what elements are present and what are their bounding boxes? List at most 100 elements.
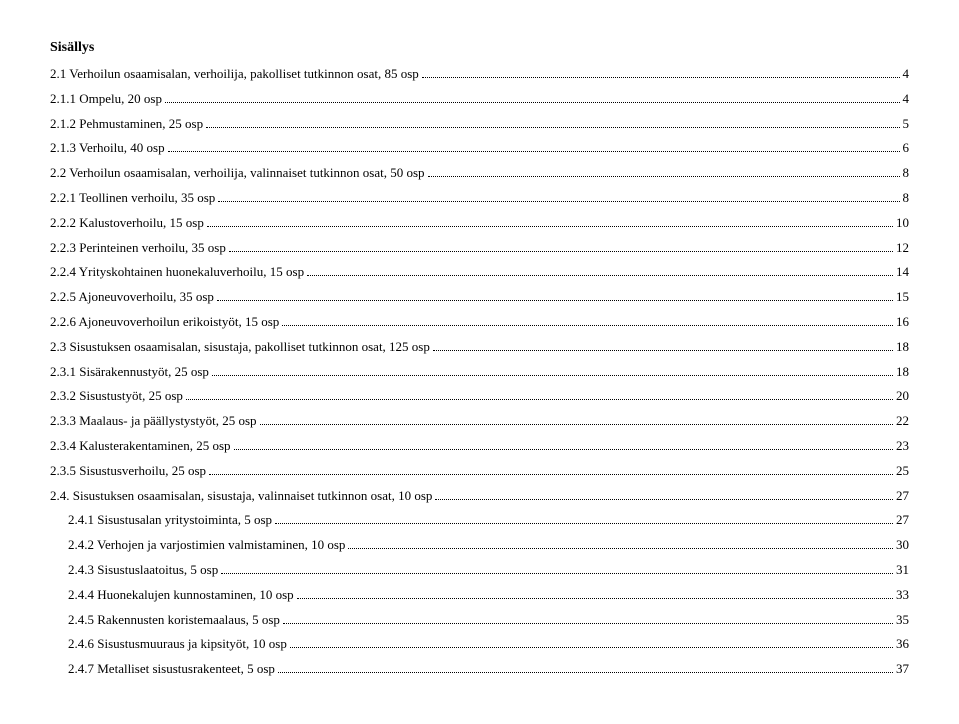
toc-row: 2.2.4 Yrityskohtainen huonekaluverhoilu,… <box>50 262 909 283</box>
toc-label: 2.1.1 Ompelu, 20 osp <box>50 89 162 110</box>
toc-heading: Sisällys <box>50 40 909 56</box>
toc-leader <box>217 290 893 301</box>
toc-row: 2.4.4 Huonekalujen kunnostaminen, 10 osp… <box>50 585 909 606</box>
toc-row: 2.1.1 Ompelu, 20 osp 4 <box>50 89 909 110</box>
toc-leader <box>221 563 893 574</box>
toc-row: 2.4.3 Sisustuslaatoitus, 5 osp 31 <box>50 560 909 581</box>
toc-leader <box>283 612 893 623</box>
toc-label: 2.2 Verhoilun osaamisalan, verhoilija, v… <box>50 163 425 184</box>
toc-page: 27 <box>896 486 909 507</box>
toc-label: 2.2.2 Kalustoverhoilu, 15 osp <box>50 213 204 234</box>
toc-row: 2.2.5 Ajoneuvoverhoilu, 35 osp 15 <box>50 287 909 308</box>
toc-label: 2.2.3 Perinteinen verhoilu, 35 osp <box>50 238 226 259</box>
toc-label: 2.1 Verhoilun osaamisalan, verhoilija, p… <box>50 64 419 85</box>
toc-leader <box>297 587 893 598</box>
toc-label: 2.2.4 Yrityskohtainen huonekaluverhoilu,… <box>50 262 304 283</box>
toc-leader <box>206 116 899 127</box>
toc-leader <box>229 240 893 251</box>
toc-label: 2.3.1 Sisärakennustyöt, 25 osp <box>50 362 209 383</box>
toc-page: 31 <box>896 560 909 581</box>
toc-page: 8 <box>903 188 910 209</box>
toc-row: 2.1.3 Verhoilu, 40 osp 6 <box>50 138 909 159</box>
toc-leader <box>307 265 893 276</box>
toc-row: 2.3 Sisustuksen osaamisalan, sisustaja, … <box>50 337 909 358</box>
toc-list: 2.1 Verhoilun osaamisalan, verhoilija, p… <box>50 64 909 680</box>
toc-page: 4 <box>903 64 910 85</box>
toc-leader <box>209 463 893 474</box>
toc-label: 2.4.2 Verhojen ja varjostimien valmistam… <box>68 535 345 556</box>
toc-page: 18 <box>896 362 909 383</box>
toc-page: 27 <box>896 510 909 531</box>
toc-row: 2.2.3 Perinteinen verhoilu, 35 osp 12 <box>50 238 909 259</box>
toc-label: 2.3.4 Kalusterakentaminen, 25 osp <box>50 436 231 457</box>
toc-label: 2.2.6 Ajoneuvoverhoilun erikoistyöt, 15 … <box>50 312 279 333</box>
toc-label: 2.4.5 Rakennusten koristemaalaus, 5 osp <box>68 610 280 631</box>
toc-leader <box>168 141 900 152</box>
toc-row: 2.4. Sisustuksen osaamisalan, sisustaja,… <box>50 486 909 507</box>
toc-label: 2.2.1 Teollinen verhoilu, 35 osp <box>50 188 215 209</box>
toc-row: 2.2.1 Teollinen verhoilu, 35 osp 8 <box>50 188 909 209</box>
toc-page: 4 <box>903 89 910 110</box>
toc-row: 2.2.2 Kalustoverhoilu, 15 osp 10 <box>50 213 909 234</box>
toc-page: 37 <box>896 659 909 680</box>
toc-label: 2.4.4 Huonekalujen kunnostaminen, 10 osp <box>68 585 294 606</box>
toc-row: 2.4.1 Sisustusalan yritystoiminta, 5 osp… <box>50 510 909 531</box>
toc-page: 20 <box>896 386 909 407</box>
toc-leader <box>433 339 893 350</box>
toc-row: 2.3.3 Maalaus- ja päällystystyöt, 25 osp… <box>50 411 909 432</box>
toc-label: 2.1.3 Verhoilu, 40 osp <box>50 138 165 159</box>
toc-page: 36 <box>896 634 909 655</box>
toc-row: 2.2.6 Ajoneuvoverhoilun erikoistyöt, 15 … <box>50 312 909 333</box>
toc-label: 2.3.3 Maalaus- ja päällystystyöt, 25 osp <box>50 411 257 432</box>
toc-leader <box>275 513 893 524</box>
toc-page: 18 <box>896 337 909 358</box>
toc-page: 33 <box>896 585 909 606</box>
toc-label: 2.4.3 Sisustuslaatoitus, 5 osp <box>68 560 218 581</box>
toc-label: 2.1.2 Pehmustaminen, 25 osp <box>50 114 203 135</box>
toc-leader <box>212 364 893 375</box>
toc-leader <box>218 191 899 202</box>
toc-leader <box>186 389 893 400</box>
toc-leader <box>422 67 900 78</box>
toc-leader <box>435 488 893 499</box>
toc-leader <box>207 215 893 226</box>
toc-row: 2.1 Verhoilun osaamisalan, verhoilija, p… <box>50 64 909 85</box>
toc-leader <box>278 662 893 673</box>
toc-page: 6 <box>903 138 910 159</box>
toc-page: 14 <box>896 262 909 283</box>
toc-page: 30 <box>896 535 909 556</box>
toc-leader <box>282 315 893 326</box>
toc-row: 2.3.5 Sisustusverhoilu, 25 osp25 <box>50 461 909 482</box>
toc-leader <box>165 91 900 102</box>
toc-page: 35 <box>896 610 909 631</box>
toc-label: 2.3.5 Sisustusverhoilu, 25 osp <box>50 461 206 482</box>
toc-label: 2.4.7 Metalliset sisustusrakenteet, 5 os… <box>68 659 275 680</box>
toc-leader <box>428 166 900 177</box>
toc-row: 2.4.6 Sisustusmuuraus ja kipsityöt, 10 o… <box>50 634 909 655</box>
toc-leader <box>234 439 893 450</box>
toc-page: 23 <box>896 436 909 457</box>
toc-row: 2.2 Verhoilun osaamisalan, verhoilija, v… <box>50 163 909 184</box>
toc-page: 8 <box>903 163 910 184</box>
toc-leader <box>260 414 893 425</box>
toc-label: 2.3 Sisustuksen osaamisalan, sisustaja, … <box>50 337 430 358</box>
toc-label: 2.4.1 Sisustusalan yritystoiminta, 5 osp <box>68 510 272 531</box>
toc-label: 2.4.6 Sisustusmuuraus ja kipsityöt, 10 o… <box>68 634 287 655</box>
toc-row: 2.4.2 Verhojen ja varjostimien valmistam… <box>50 535 909 556</box>
toc-row: 2.3.2 Sisustustyöt, 25 osp 20 <box>50 386 909 407</box>
toc-page: 22 <box>896 411 909 432</box>
toc-row: 2.4.5 Rakennusten koristemaalaus, 5 osp 3… <box>50 610 909 631</box>
toc-leader <box>348 538 893 549</box>
toc-page: 15 <box>896 287 909 308</box>
toc-leader <box>290 637 893 648</box>
toc-page: 12 <box>896 238 909 259</box>
toc-row: 2.3.1 Sisärakennustyöt, 25 osp 18 <box>50 362 909 383</box>
toc-label: 2.3.2 Sisustustyöt, 25 osp <box>50 386 183 407</box>
toc-page: 10 <box>896 213 909 234</box>
toc-page: 5 <box>903 114 910 135</box>
toc-row: 2.4.7 Metalliset sisustusrakenteet, 5 os… <box>50 659 909 680</box>
toc-label: 2.4. Sisustuksen osaamisalan, sisustaja,… <box>50 486 432 507</box>
toc-row: 2.1.2 Pehmustaminen, 25 osp 5 <box>50 114 909 135</box>
toc-row: 2.3.4 Kalusterakentaminen, 25 osp 23 <box>50 436 909 457</box>
toc-label: 2.2.5 Ajoneuvoverhoilu, 35 osp <box>50 287 214 308</box>
